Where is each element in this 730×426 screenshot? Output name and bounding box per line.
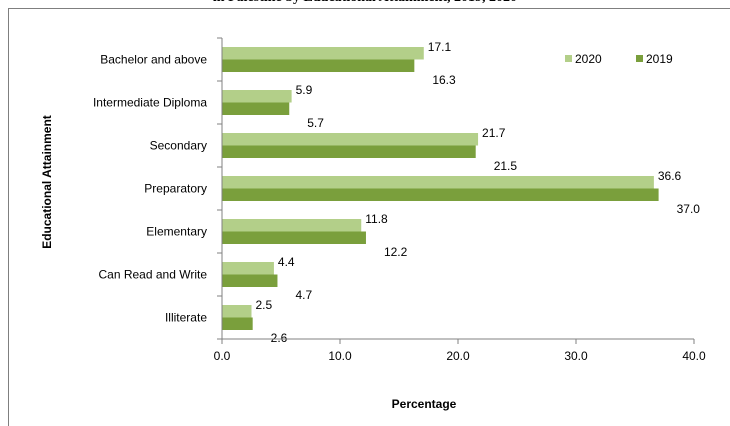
bar-2020-6 bbox=[222, 305, 252, 318]
value-label-2020-2: 21.7 bbox=[482, 126, 506, 140]
x-tick-label-3: 30.0 bbox=[564, 349, 588, 363]
value-label-2019-6: 2.6 bbox=[271, 331, 288, 345]
legend-swatch-2020 bbox=[565, 55, 572, 62]
category-label-2: Secondary bbox=[150, 139, 207, 153]
bar-2019-0 bbox=[222, 59, 415, 72]
bar-2019-3 bbox=[222, 188, 659, 201]
value-label-2020-3: 36.6 bbox=[658, 169, 682, 183]
x-tick-label-2: 20.0 bbox=[446, 349, 470, 363]
category-label-4: Elementary bbox=[146, 225, 207, 239]
value-label-2020-0: 17.1 bbox=[428, 40, 452, 54]
category-label-0: Bachelor and above bbox=[100, 53, 207, 67]
value-label-2019-3: 37.0 bbox=[677, 202, 701, 216]
bar-2019-2 bbox=[222, 145, 476, 158]
value-label-2019-5: 4.7 bbox=[295, 288, 312, 302]
value-label-2020-6: 2.5 bbox=[256, 298, 273, 312]
bar-2020-0 bbox=[222, 47, 424, 60]
value-label-2020-1: 5.9 bbox=[296, 83, 313, 97]
bar-2019-4 bbox=[222, 231, 366, 244]
bar-2020-5 bbox=[222, 262, 274, 275]
y-axis-title: Educational Attainment bbox=[40, 115, 54, 249]
x-tick-label-0: 0.0 bbox=[214, 349, 231, 363]
value-label-2020-5: 4.4 bbox=[278, 255, 295, 269]
chart-title: in Palestine by Educational Attainment, … bbox=[0, 0, 730, 10]
value-label-2020-4: 11.8 bbox=[365, 212, 388, 226]
chart-area bbox=[8, 8, 730, 426]
bars-layer bbox=[222, 47, 659, 330]
axes-layer: Bachelor and above Intermediate Diploma Se… bbox=[93, 37, 706, 363]
x-tick-label-4: 40.0 bbox=[682, 349, 706, 363]
value-label-2019-1: 5.7 bbox=[307, 116, 324, 130]
bar-2020-2 bbox=[222, 133, 479, 146]
bar-2020-3 bbox=[222, 176, 654, 189]
legend: 2020 2019 bbox=[565, 52, 673, 66]
legend-swatch-2019 bbox=[636, 55, 643, 62]
value-labels-layer: 17.1 16.3 5.9 5.7 21.7 21.5 36.6 37.0 11.8 12.2 4.… bbox=[256, 40, 701, 345]
category-label-1: Intermediate Diploma bbox=[93, 96, 207, 110]
value-label-2019-0: 16.3 bbox=[432, 73, 456, 87]
legend-label-2019: 2019 bbox=[646, 52, 673, 66]
category-label-3: Preparatory bbox=[144, 182, 207, 196]
x-axis-title: Percentage bbox=[392, 397, 457, 411]
bar-2019-1 bbox=[222, 102, 290, 115]
x-tick-label-1: 10.0 bbox=[328, 349, 352, 363]
category-label-5: Can Read and Write bbox=[98, 268, 207, 282]
legend-label-2020: 2020 bbox=[575, 52, 602, 66]
value-label-2019-2: 21.5 bbox=[494, 159, 518, 173]
category-label-6: Illiterate bbox=[165, 311, 207, 325]
value-label-2019-4: 12.2 bbox=[384, 245, 408, 259]
bar-2020-4 bbox=[222, 219, 362, 232]
bar-2020-1 bbox=[222, 90, 292, 103]
bar-2019-5 bbox=[222, 274, 278, 287]
bar-2019-6 bbox=[222, 317, 253, 330]
